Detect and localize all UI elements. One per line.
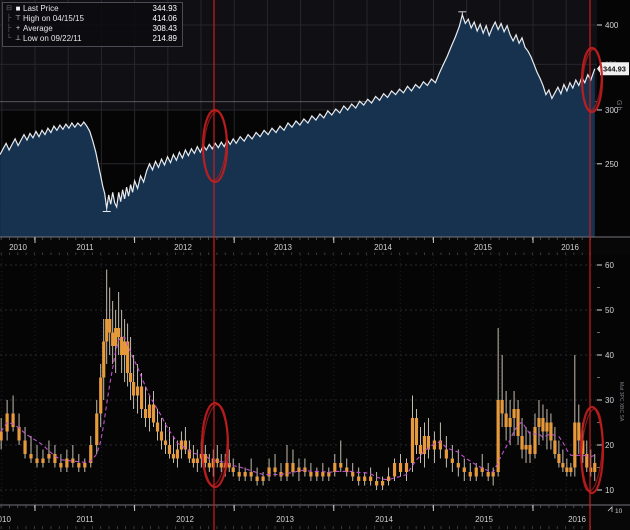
- x-tick-label: 2016: [568, 515, 586, 524]
- volatility-chart-panel: [0, 255, 597, 505]
- x-tick-label: 2015: [475, 515, 493, 524]
- annotation-ellipse-stroke: [202, 404, 228, 486]
- price-pointer: [597, 64, 600, 73]
- x-tick-label: 2010: [9, 243, 27, 252]
- high-marker-icon: ⊤: [14, 15, 22, 22]
- low-marker-icon: ⊥: [14, 35, 22, 42]
- high-marker: [458, 11, 467, 16]
- y-tick-label: 50: [605, 306, 614, 315]
- x-tick-label: 2016: [561, 243, 579, 252]
- moving-average-line: [0, 336, 595, 481]
- legend-label: High on 04/15/15: [23, 14, 84, 23]
- chart-legend[interactable]: ⊟ ■ Last Price 344.93 ├ ⊤ High on 04/15/…: [2, 2, 183, 47]
- y-tick-label: 20: [605, 441, 614, 450]
- axis-end-label: 10: [615, 508, 623, 515]
- red-annotations: [200, 0, 605, 530]
- legend-row-last-price[interactable]: ⊟ ■ Last Price 344.93: [5, 4, 177, 14]
- y-tick-label: 30: [605, 396, 614, 405]
- legend-tree-branch-icon: ├: [6, 25, 12, 32]
- legend-row-average[interactable]: ├ + Average 308.43: [5, 24, 177, 34]
- volatility-right-axis: 60 50 40 30 20 10 Mat 3PC XBC SA: [597, 261, 624, 495]
- legend-row-low[interactable]: └ ⊥ Low on 09/22/11 214.89: [5, 34, 177, 44]
- average-marker-icon: +: [15, 25, 21, 32]
- legend-collapse-icon[interactable]: ⊟: [6, 5, 12, 12]
- annotation-ellipse-stroke: [580, 408, 604, 492]
- legend-value: 344.93: [152, 4, 177, 13]
- annotation-ellipse: [200, 401, 230, 489]
- axis-end-arrow-icon: [607, 506, 613, 512]
- last-price-swatch-icon: ■: [15, 4, 21, 13]
- x-tick-label: 2012: [174, 243, 192, 252]
- annotation-ellipse-stroke: [581, 48, 603, 112]
- last-price-box: [600, 62, 629, 76]
- annotation-ellipse-stroke: [203, 110, 227, 182]
- legend-tree-end-icon: └: [6, 35, 12, 42]
- axis-watermark-top: Gb: [615, 100, 622, 111]
- axis-watermark-bottom: Mat 3PC XBC SA: [618, 382, 624, 422]
- y-tick-label: 250: [605, 160, 619, 169]
- x-tick-label: 2013: [276, 515, 294, 524]
- y-tick-label: 400: [605, 21, 619, 30]
- legend-value: 308.43: [152, 24, 177, 33]
- candlesticks: [0, 269, 597, 490]
- x-tick-label: 2015: [474, 243, 492, 252]
- legend-label: Last Price: [23, 4, 59, 13]
- x-tick-label: 2013: [274, 243, 292, 252]
- legend-value: 214.89: [152, 34, 177, 43]
- y-tick-label: 10: [605, 486, 614, 495]
- legend-label: Average: [23, 24, 53, 33]
- volatility-date-axis: 2010 2011 2012 2013 2014 2015 2016 10: [0, 504, 630, 530]
- legend-label: Low on 09/22/11: [23, 34, 82, 43]
- y-tick-label: 300: [605, 106, 619, 115]
- x-tick-label: 2014: [374, 243, 392, 252]
- annotation-ellipse: [201, 108, 229, 184]
- x-tick-label: 2011: [76, 243, 94, 252]
- price-line: [0, 12, 596, 210]
- legend-row-high[interactable]: ├ ⊤ High on 04/15/15 414.06: [5, 14, 177, 24]
- price-chart-panel: [0, 0, 597, 237]
- y-tick-label: 60: [605, 261, 614, 270]
- annotation-ellipse: [579, 405, 605, 495]
- legend-value: 414.06: [152, 14, 177, 23]
- x-tick-label: 2010: [0, 515, 11, 524]
- legend-tree-branch-icon: ├: [6, 15, 12, 22]
- price-area-fill: [0, 14, 595, 237]
- volatility-chart-plot-area[interactable]: [0, 255, 597, 505]
- price-date-axis: 2010 2011 2012 2013 2014 2015 2016: [0, 236, 630, 255]
- x-tick-label: 2012: [176, 515, 194, 524]
- y-tick-label: 40: [605, 351, 614, 360]
- x-tick-label: 2014: [375, 515, 393, 524]
- x-tick-label: 2011: [76, 515, 94, 524]
- annotation-ellipse: [580, 46, 604, 114]
- low-marker: [102, 207, 111, 212]
- last-price-axis-label: 344.93: [603, 65, 626, 74]
